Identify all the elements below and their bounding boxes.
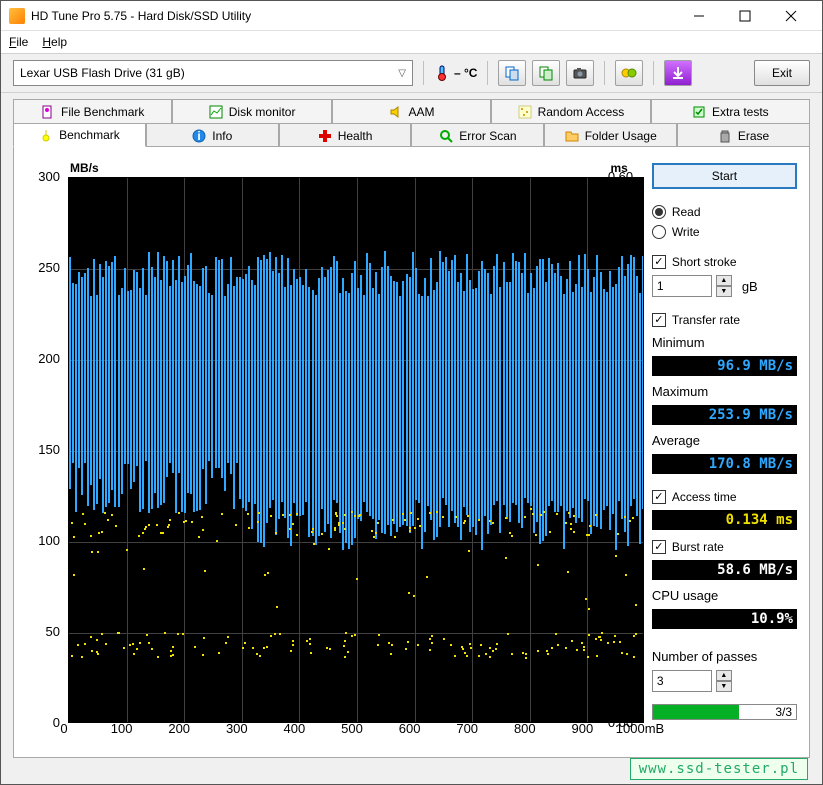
minimize-button[interactable] bbox=[676, 1, 722, 31]
tab-erase[interactable]: Erase bbox=[677, 123, 810, 147]
separator bbox=[487, 61, 488, 85]
close-button[interactable] bbox=[768, 1, 814, 31]
checkbox-icon: ✓ bbox=[652, 255, 666, 269]
radio-icon bbox=[652, 205, 666, 219]
write-radio[interactable]: Write bbox=[652, 225, 797, 239]
titlebar: HD Tune Pro 5.75 - Hard Disk/SSD Utility bbox=[1, 1, 822, 31]
y-axis-label: MB/s bbox=[70, 161, 99, 175]
benchmark-icon bbox=[39, 128, 53, 142]
tab-extra-tests[interactable]: Extra tests bbox=[651, 99, 810, 123]
extra-tests-icon bbox=[692, 105, 706, 119]
passes-input[interactable] bbox=[652, 670, 712, 692]
spin-down-button[interactable]: ▼ bbox=[716, 681, 732, 692]
access-time-checkbox[interactable]: ✓Access time bbox=[652, 490, 797, 504]
disk-monitor-icon bbox=[209, 105, 223, 119]
info-icon: i bbox=[192, 129, 206, 143]
radio-icon bbox=[652, 225, 666, 239]
chevron-down-icon: ▽ bbox=[398, 68, 406, 79]
tab-row-bottom: Benchmark iInfo Health Error Scan Folder… bbox=[13, 123, 810, 147]
tab-row-top: File Benchmark Disk monitor AAM Random A… bbox=[13, 99, 810, 123]
benchmark-plot bbox=[68, 177, 644, 723]
options-button[interactable] bbox=[615, 60, 643, 86]
save-screenshot-button[interactable] bbox=[566, 60, 594, 86]
short-stroke-input[interactable] bbox=[652, 275, 712, 297]
file-benchmark-icon bbox=[41, 105, 55, 119]
svg-text:i: i bbox=[198, 129, 201, 143]
y-axis-ticks: 050100150200250300 bbox=[26, 177, 64, 723]
spin-up-button[interactable]: ▲ bbox=[716, 275, 732, 286]
read-radio[interactable]: Read bbox=[652, 205, 797, 219]
x-axis-ticks: 01002003004005006007008009001000mB bbox=[64, 721, 628, 741]
application-window: HD Tune Pro 5.75 - Hard Disk/SSD Utility… bbox=[0, 0, 823, 785]
maximum-value: 253.9 MB/s bbox=[652, 405, 797, 425]
start-button[interactable]: Start bbox=[652, 163, 797, 189]
cpu-usage-value: 10.9% bbox=[652, 609, 797, 629]
checkbox-icon: ✓ bbox=[652, 313, 666, 327]
error-scan-icon bbox=[439, 129, 453, 143]
checkbox-icon: ✓ bbox=[652, 540, 666, 554]
exit-button[interactable]: Exit bbox=[754, 60, 810, 86]
thermometer-icon bbox=[434, 65, 450, 81]
menu-help[interactable]: Help bbox=[42, 35, 67, 49]
tab-health[interactable]: Health bbox=[279, 123, 412, 147]
spin-down-button[interactable]: ▼ bbox=[716, 286, 732, 297]
spin-up-button[interactable]: ▲ bbox=[716, 670, 732, 681]
progress-text: 3/3 bbox=[775, 705, 792, 719]
temperature-display: – °C bbox=[434, 65, 477, 81]
passes-spinner[interactable]: ▲▼ bbox=[652, 670, 797, 692]
short-stroke-spinner[interactable]: ▲▼ gB bbox=[652, 275, 797, 297]
tab-area: File Benchmark Disk monitor AAM Random A… bbox=[13, 99, 810, 147]
minimum-label: Minimum bbox=[652, 335, 797, 350]
short-stroke-checkbox[interactable]: ✓Short stroke bbox=[652, 255, 797, 269]
tab-aam[interactable]: AAM bbox=[332, 99, 491, 123]
checkbox-icon: ✓ bbox=[652, 490, 666, 504]
separator bbox=[653, 61, 654, 85]
random-access-icon bbox=[518, 105, 532, 119]
access-time-value: 0.134 ms bbox=[652, 510, 797, 530]
average-label: Average bbox=[652, 433, 797, 448]
save-button[interactable] bbox=[664, 60, 692, 86]
burst-rate-checkbox[interactable]: ✓Burst rate bbox=[652, 540, 797, 554]
health-icon bbox=[318, 129, 332, 143]
progress-bar: 3/3 bbox=[652, 704, 797, 720]
separator bbox=[423, 61, 424, 85]
tab-info[interactable]: iInfo bbox=[146, 123, 279, 147]
drive-select-value: Lexar USB Flash Drive (31 gB) bbox=[20, 66, 185, 80]
app-icon bbox=[9, 8, 25, 24]
maximize-button[interactable] bbox=[722, 1, 768, 31]
chart-area: MB/s ms 050100150200250300 0.000.100.200… bbox=[26, 163, 636, 745]
toolbar: Lexar USB Flash Drive (31 gB) ▽ – °C Exi… bbox=[1, 53, 822, 93]
short-stroke-unit: gB bbox=[742, 279, 758, 294]
menu-file[interactable]: File bbox=[9, 35, 28, 49]
drive-select[interactable]: Lexar USB Flash Drive (31 gB) ▽ bbox=[13, 60, 413, 86]
sidebar-panel: Start Read Write ✓Short stroke ▲▼ gB ✓Tr… bbox=[652, 163, 797, 745]
temperature-value: – °C bbox=[454, 66, 477, 80]
tab-file-benchmark[interactable]: File Benchmark bbox=[13, 99, 172, 123]
average-value: 170.8 MB/s bbox=[652, 454, 797, 474]
passes-label: Number of passes bbox=[652, 649, 797, 664]
separator bbox=[604, 61, 605, 85]
tab-random-access[interactable]: Random Access bbox=[491, 99, 650, 123]
cpu-usage-label: CPU usage bbox=[652, 588, 797, 603]
menubar: File Help bbox=[1, 31, 822, 53]
maximum-label: Maximum bbox=[652, 384, 797, 399]
minimum-value: 96.9 MB/s bbox=[652, 356, 797, 376]
transfer-rate-checkbox[interactable]: ✓Transfer rate bbox=[652, 313, 797, 327]
tab-folder-usage[interactable]: Folder Usage bbox=[544, 123, 677, 147]
copy-screenshot-button[interactable] bbox=[532, 60, 560, 86]
tab-error-scan[interactable]: Error Scan bbox=[411, 123, 544, 147]
window-title: HD Tune Pro 5.75 - Hard Disk/SSD Utility bbox=[31, 9, 676, 23]
tab-benchmark[interactable]: Benchmark bbox=[13, 123, 146, 147]
content-panel: MB/s ms 050100150200250300 0.000.100.200… bbox=[13, 146, 810, 758]
tab-disk-monitor[interactable]: Disk monitor bbox=[172, 99, 331, 123]
folder-usage-icon bbox=[565, 129, 579, 143]
watermark: www.ssd-tester.pl bbox=[630, 758, 808, 780]
burst-rate-value: 58.6 MB/s bbox=[652, 560, 797, 580]
aam-icon bbox=[389, 105, 403, 119]
copy-info-button[interactable] bbox=[498, 60, 526, 86]
erase-icon bbox=[718, 129, 732, 143]
